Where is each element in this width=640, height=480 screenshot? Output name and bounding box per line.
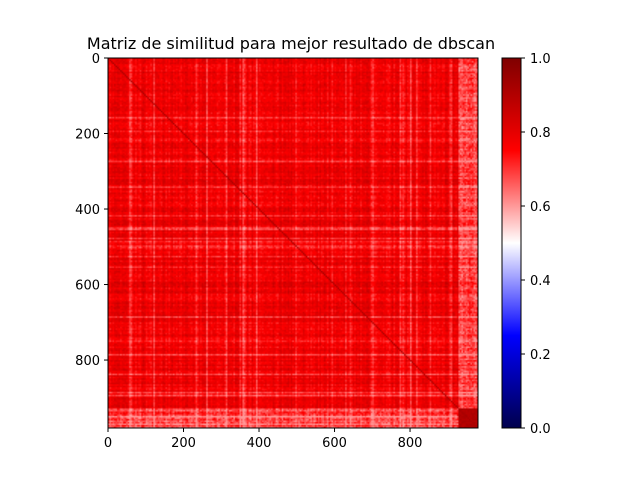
colorbar: 0.0 0.2 0.4 0.6 0.8 1.0 bbox=[501, 52, 551, 437]
x-axis: 0 200 400 600 800 bbox=[104, 428, 423, 451]
y-tick-label: 0 bbox=[92, 52, 100, 67]
x-tick-label: 800 bbox=[398, 436, 423, 451]
colorbar-tick-label: 0.8 bbox=[530, 126, 551, 141]
y-tick-label: 400 bbox=[75, 203, 100, 218]
colorbar-tick-label: 0.6 bbox=[530, 200, 551, 215]
y-tick-label: 800 bbox=[75, 354, 100, 369]
plot-area bbox=[107, 57, 479, 429]
y-tick-label: 200 bbox=[75, 128, 100, 143]
colorbar-tick-label: 0.4 bbox=[530, 274, 551, 289]
x-tick-label: 600 bbox=[322, 436, 347, 451]
heatmap-image bbox=[108, 58, 478, 428]
x-tick-label: 200 bbox=[171, 436, 196, 451]
y-tick-label: 600 bbox=[75, 279, 100, 294]
x-tick-label: 400 bbox=[247, 436, 272, 451]
colorbar-tick-label: 0.0 bbox=[530, 422, 551, 437]
x-tick-label: 0 bbox=[104, 436, 112, 451]
colorbar-tick-label: 1.0 bbox=[530, 52, 551, 67]
chart-title: Matriz de similitud para mejor resultado… bbox=[87, 34, 495, 53]
colorbar-gradient bbox=[501, 57, 522, 429]
colorbar-tick-label: 0.2 bbox=[530, 348, 551, 363]
plot-frame bbox=[107, 57, 479, 429]
y-axis: 0 200 400 600 800 bbox=[75, 52, 108, 369]
